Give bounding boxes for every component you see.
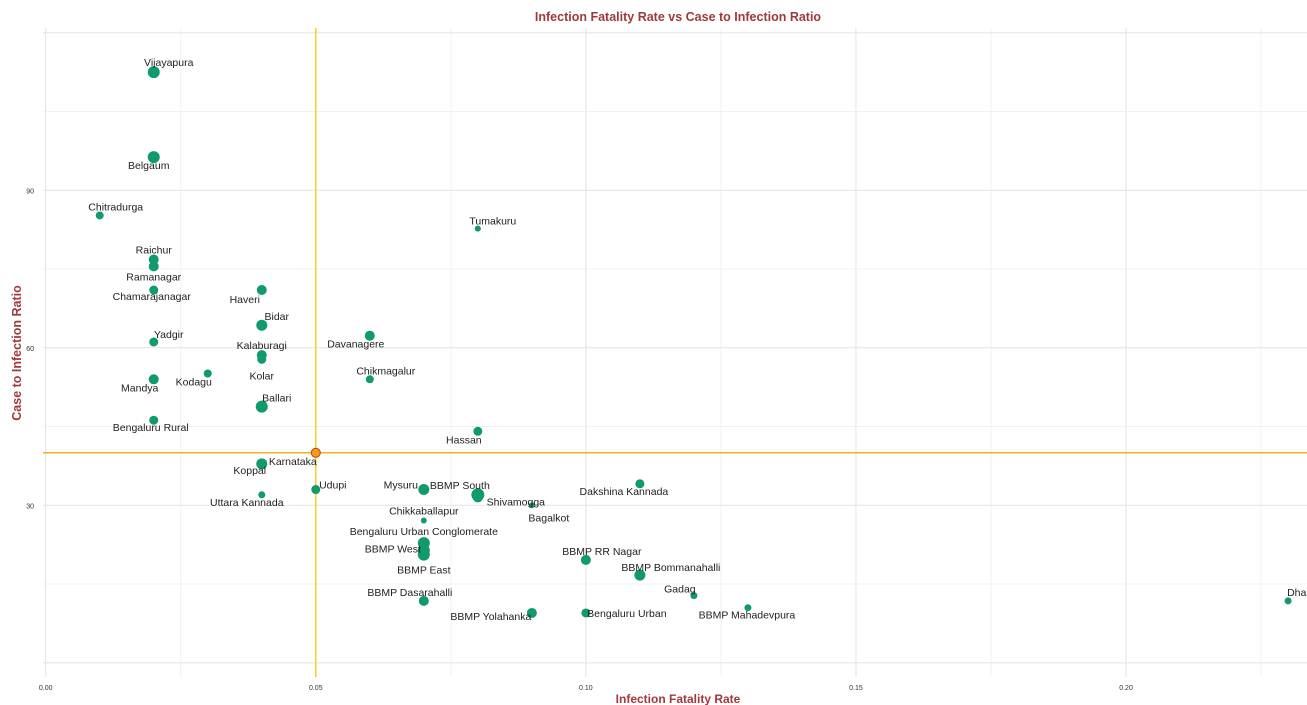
label-yadgir: Yadgir: [154, 329, 184, 341]
label-bagalkot: Bagalkot: [528, 512, 569, 524]
label-dakshina-kannada: Dakshina Kannada: [580, 486, 669, 498]
point-shivamogga: [472, 492, 483, 503]
y-tick-label: 60: [26, 346, 34, 353]
x-axis-ticks: 0.00 0.05 0.10 0.15 0.20: [39, 685, 1133, 692]
label-chitradurga: Chitradurga: [88, 201, 143, 213]
label-chikkaballapur: Chikkaballapur: [389, 506, 459, 518]
point-kodagu: [203, 369, 212, 378]
label-ramanagar: Ramanagar: [126, 271, 181, 283]
point-belgaum: [147, 151, 160, 164]
label-bbmp-bommanahalli: BBMP Bommanahalli: [621, 562, 720, 574]
point-hassan: [473, 426, 483, 436]
point-koppal: [256, 458, 268, 470]
label-ballari: Ballari: [262, 393, 291, 405]
point-bengaluru-rural: [149, 415, 159, 425]
point-dharwad: [1284, 597, 1292, 605]
point-chamarajanagar: [149, 285, 159, 295]
reference-lines: [43, 28, 1307, 677]
label-dharwad: Dharwad: [1287, 587, 1307, 599]
label-bengaluru-urban: Bengaluru Urban: [587, 608, 667, 620]
data-points: [95, 66, 1292, 618]
point-bbmp-rr-nagar: [580, 554, 591, 565]
point-udupi: [311, 485, 321, 495]
point-chitradurga: [95, 211, 104, 220]
label-shivamogga: Shivamogga: [487, 496, 546, 508]
x-tick-label: 0.00: [39, 685, 53, 692]
point-tumakuru: [474, 225, 481, 232]
label-bengaluru-urban-conglomerate: Bengaluru Urban Conglomerate: [350, 526, 498, 538]
point-bbmp-mahadevpura: [744, 604, 752, 612]
point-mysuru: [418, 484, 430, 496]
point-yadgir: [149, 337, 159, 347]
label-kolar: Kolar: [250, 370, 275, 382]
point-bbmp-bommanahalli: [634, 569, 646, 581]
x-tick-label: 0.05: [309, 685, 323, 692]
plot-grid: [43, 28, 1307, 677]
point-bagalkot: [528, 502, 535, 509]
label-gadag: Gadag: [664, 584, 696, 596]
point-chikmagalur: [365, 375, 374, 384]
x-axis-label: Infection Fatality Rate: [616, 692, 741, 705]
point-bbmp-east: [417, 548, 430, 561]
label-uttara-kannada: Uttara Kannada: [210, 497, 284, 509]
label-bbmp-yolahanka: BBMP Yolahanka: [450, 611, 531, 623]
label-haveri: Haveri: [230, 294, 260, 306]
label-vijayapura: Vijayapura: [144, 57, 194, 69]
y-axis-label: Case to Infection Ratio: [10, 285, 24, 421]
y-tick-label: 30: [26, 503, 34, 510]
point-bbmp-yolahanka: [526, 607, 537, 618]
label-kodagu: Kodagu: [176, 377, 212, 389]
point-bengaluru-urban: [581, 608, 591, 618]
point-dakshina-kannada: [635, 479, 645, 489]
label-bbmp-rr-nagar: BBMP RR Nagar: [562, 546, 642, 558]
y-axis-ticks: 30 60 90: [26, 188, 34, 510]
point-ballari: [255, 400, 268, 413]
point-labels: Vijayapura Belgaum Chitradurga Tumakuru Raic…: [88, 57, 1307, 623]
label-mandya: Mandya: [121, 382, 159, 394]
label-bbmp-dasarahalli: BBMP Dasarahalli: [367, 587, 452, 599]
label-raichur: Raichur: [136, 245, 173, 257]
label-bbmp-east: BBMP East: [397, 565, 451, 577]
point-bidar: [256, 319, 268, 331]
label-tumakuru: Tumakuru: [469, 216, 516, 228]
x-tick-label: 0.10: [579, 685, 593, 692]
point-karnataka: [310, 447, 321, 458]
label-bbmp-west: BBMP West: [365, 543, 421, 555]
label-bengaluru-rural: Bengaluru Rural: [113, 422, 189, 434]
label-bbmp-south: BBMP South: [430, 480, 490, 492]
point-uttara-kannada: [258, 491, 266, 499]
point-chikkaballapur: [420, 517, 427, 524]
label-mysuru: Mysuru: [384, 480, 419, 492]
point-mandya: [148, 374, 159, 385]
label-chamarajanagar: Chamarajanagar: [113, 291, 192, 303]
point-gadag: [690, 592, 698, 600]
point-kolar: [257, 354, 267, 364]
label-udupi: Udupi: [319, 480, 346, 492]
label-hassan: Hassan: [446, 434, 482, 446]
x-tick-label: 0.20: [1119, 685, 1133, 692]
point-haveri: [256, 285, 267, 296]
label-karnataka: Karnataka: [269, 456, 317, 468]
label-koppal: Koppal: [233, 465, 266, 477]
label-belgaum: Belgaum: [128, 160, 170, 172]
label-chikmagalur: Chikmagalur: [356, 365, 415, 377]
point-davanagere: [364, 330, 375, 341]
point-bbmp-dasarahalli: [418, 595, 429, 606]
label-kalaburagi: Kalaburagi: [237, 340, 287, 352]
chart-title: Infection Fatality Rate vs Case to Infec…: [535, 10, 822, 24]
point-ramanagar: [148, 261, 159, 272]
label-davanagere: Davanagere: [327, 339, 384, 351]
point-vijayapura: [147, 66, 160, 79]
y-tick-label: 90: [26, 188, 34, 195]
label-bbmp-mahadevpura: BBMP Mahadevpura: [699, 610, 796, 622]
x-tick-label: 0.15: [849, 685, 863, 692]
label-bidar: Bidar: [265, 311, 290, 323]
